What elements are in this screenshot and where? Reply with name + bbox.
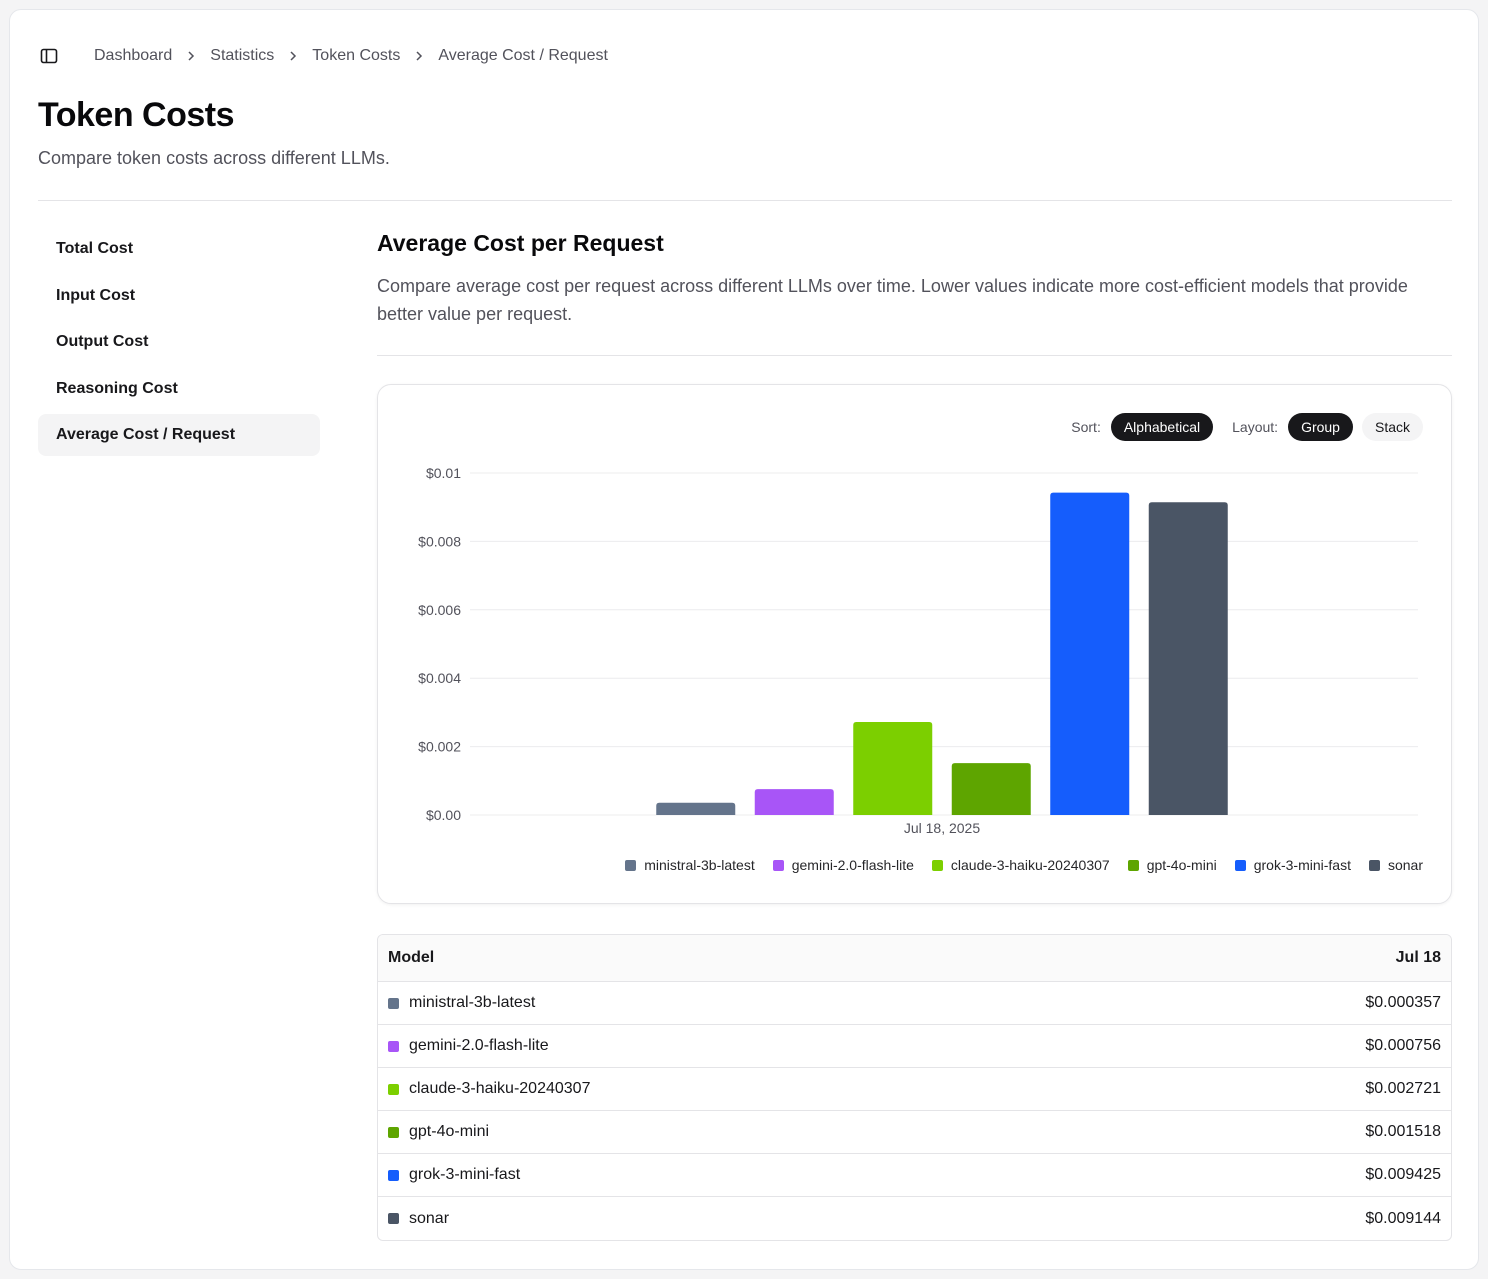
nav-item-total-cost[interactable]: Total Cost xyxy=(56,240,134,257)
y-tick-label: $0.004 xyxy=(418,670,461,686)
bar-ministral-3b-latest xyxy=(656,802,736,815)
model-cell: gemini-2.0-flash-lite xyxy=(388,1037,549,1055)
y-tick-label: $0.002 xyxy=(418,739,461,755)
table-row: grok-3-mini-fast $0.009425 xyxy=(378,1154,1451,1197)
table-row: gpt-4o-mini $0.001518 xyxy=(378,1111,1451,1154)
divider xyxy=(377,355,1452,356)
model-name: grok-3-mini-fast xyxy=(409,1166,521,1183)
legend-swatch xyxy=(1127,859,1139,871)
bar-sonar xyxy=(1148,502,1228,815)
table-row: claude-3-haiku-20240307 $0.002721 xyxy=(378,1068,1451,1111)
table-body: ministral-3b-latest $0.000357 gemini-2.0-f… xyxy=(378,982,1451,1240)
cost-value: $0.000357 xyxy=(1365,994,1441,1011)
top-bar: Dashboard Statistics Token Costs Average… xyxy=(38,36,608,76)
model-cell: claude-3-haiku-20240307 xyxy=(388,1080,590,1098)
layout-stack-button[interactable]: Stack xyxy=(1361,413,1423,441)
legend-item[interactable]: claude-3-haiku-20240307 xyxy=(931,857,1110,873)
layout-group-button[interactable]: Group xyxy=(1288,413,1353,441)
model-swatch xyxy=(388,1040,399,1052)
model-cell: gpt-4o-mini xyxy=(388,1123,489,1141)
page-subtitle: Compare token costs across different LLM… xyxy=(38,148,390,168)
layout-label: Layout: xyxy=(1232,419,1279,435)
legend-item[interactable]: gemini-2.0-flash-lite xyxy=(772,857,914,873)
side-nav: Total Cost Input Cost Output Cost Reason… xyxy=(38,228,320,461)
sidebar-toggle-icon[interactable] xyxy=(38,45,60,67)
y-tick-label: $0.00 xyxy=(426,807,461,823)
legend-swatch xyxy=(931,859,943,871)
y-tick-label: $0.008 xyxy=(418,533,461,549)
chart-controls: Sort: Alphabetical Layout: Group Stack xyxy=(1071,413,1423,441)
sort-alphabetical-button[interactable]: Alphabetical xyxy=(1110,413,1214,441)
model-name: gpt-4o-mini xyxy=(409,1123,490,1140)
nav-item-input-cost[interactable]: Input Cost xyxy=(56,286,136,304)
nav-item-output-cost[interactable]: Output Cost xyxy=(56,333,149,350)
model-swatch xyxy=(388,1083,399,1095)
model-name: sonar xyxy=(409,1209,450,1227)
column-header-model: Model xyxy=(388,949,435,966)
cost-value: $0.002721 xyxy=(1365,1080,1441,1097)
y-tick-label: $0.006 xyxy=(418,602,461,618)
model-name: claude-3-haiku-20240307 xyxy=(409,1080,591,1097)
chart-card: Sort: Alphabetical Layout: Group Stack $… xyxy=(377,384,1452,904)
legend-swatch xyxy=(772,859,784,871)
bar-gemini-2.0-flash-lite xyxy=(754,789,834,815)
data-table: Model Jul 18 ministral-3b-latest $0.00035… xyxy=(377,934,1452,1241)
legend-item[interactable]: ministral-3b-latest xyxy=(625,857,755,873)
section-description: Compare average cost per request across … xyxy=(377,276,1408,324)
model-cell: sonar xyxy=(388,1210,449,1228)
legend-label: gemini-2.0-flash-lite xyxy=(791,857,914,873)
section-header: Average Cost per Request Compare average… xyxy=(377,230,1452,356)
table-row: gemini-2.0-flash-lite $0.000756 xyxy=(378,1025,1451,1068)
legend-item[interactable]: grok-3-mini-fast xyxy=(1234,857,1351,873)
y-tick-label: $0.01 xyxy=(426,465,461,481)
chevron-right-icon xyxy=(289,50,297,62)
chevron-right-icon xyxy=(187,50,195,62)
model-name: gemini-2.0-flash-lite xyxy=(409,1037,549,1054)
model-cell: ministral-3b-latest xyxy=(388,994,535,1012)
x-tick-label: Jul 18, 2025 xyxy=(904,820,980,836)
model-swatch xyxy=(388,1213,399,1224)
cost-value: $0.009144 xyxy=(1365,1209,1441,1227)
cost-value: $0.000756 xyxy=(1365,1037,1441,1054)
nav-item-average-cost-request[interactable]: Average Cost / Request xyxy=(38,414,320,456)
bar-claude-3-haiku-20240307 xyxy=(853,721,933,815)
section-title: Average Cost per Request xyxy=(377,230,664,256)
chevron-right-icon xyxy=(415,50,423,62)
legend-label: sonar xyxy=(1387,857,1423,873)
page-title: Token Costs xyxy=(38,96,235,134)
legend-swatch xyxy=(1368,859,1380,871)
model-swatch xyxy=(388,1169,399,1181)
breadcrumb-statistics[interactable]: Statistics xyxy=(210,47,275,64)
nav-item-reasoning-cost[interactable]: Reasoning Cost xyxy=(56,379,178,397)
legend-swatch xyxy=(625,859,637,871)
legend-label: ministral-3b-latest xyxy=(644,857,755,873)
cost-value: $0.001518 xyxy=(1365,1123,1441,1140)
legend-label: grok-3-mini-fast xyxy=(1253,857,1351,873)
chart-legend: ministral-3b-latest gemini-2.0-flash-lite… xyxy=(607,857,1423,873)
column-header-date: Jul 18 xyxy=(1395,949,1441,966)
legend-label: claude-3-haiku-20240307 xyxy=(950,857,1110,873)
breadcrumb-current: Average Cost / Request xyxy=(438,47,608,64)
model-cell: grok-3-mini-fast xyxy=(388,1166,520,1184)
table-header: Model Jul 18 xyxy=(378,935,1451,982)
model-name: ministral-3b-latest xyxy=(409,994,536,1011)
app-window: Dashboard Statistics Token Costs Average… xyxy=(9,9,1479,1270)
model-swatch xyxy=(388,1126,399,1138)
model-swatch xyxy=(388,997,399,1009)
breadcrumb-token-costs[interactable]: Token Costs xyxy=(312,47,401,64)
table-row: ministral-3b-latest $0.000357 xyxy=(378,982,1451,1025)
divider xyxy=(38,200,1452,201)
legend-label: gpt-4o-mini xyxy=(1146,857,1217,873)
legend-swatch xyxy=(1234,859,1246,871)
sort-label: Sort: xyxy=(1071,419,1101,435)
bar-gpt-4o-mini xyxy=(951,763,1031,815)
bar-chart: $0.00 $0.002 $0.004 $0.006 $0.008 $0.01 Jul 18… xyxy=(418,465,1418,836)
breadcrumb: Dashboard Statistics Token Costs Average… xyxy=(94,47,608,65)
bar-grok-3-mini-fast xyxy=(1050,492,1130,815)
breadcrumb-dashboard[interactable]: Dashboard xyxy=(94,47,173,64)
table-row: sonar $0.009144 xyxy=(378,1197,1451,1240)
legend-item[interactable]: sonar xyxy=(1368,857,1423,873)
cost-value: $0.009425 xyxy=(1365,1166,1441,1183)
legend-item[interactable]: gpt-4o-mini xyxy=(1127,857,1217,873)
